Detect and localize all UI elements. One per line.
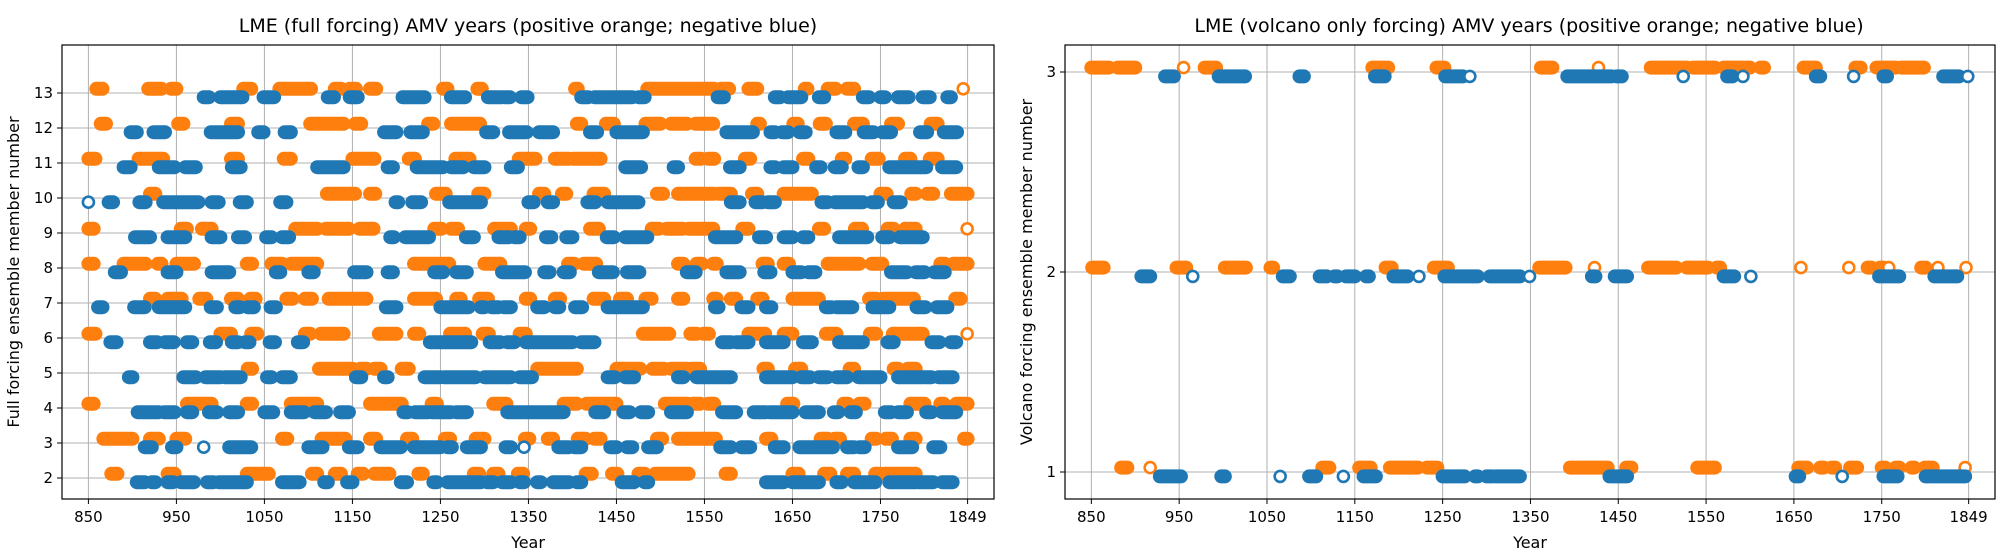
y-tick-label: 8 — [43, 259, 53, 277]
negative-amv-year-marker — [1522, 269, 1537, 284]
volcano-forcing-chart: LME (volcano only forcing) AMV years (po… — [1017, 15, 1996, 552]
positive-amv-year-marker — [1176, 60, 1191, 75]
negative-amv-year-marker — [196, 440, 211, 455]
y-tick-label: 1 — [1046, 463, 1056, 481]
x-tick-label: 1050 — [1248, 508, 1286, 526]
y-tick-label: 7 — [43, 294, 53, 312]
y-tick-label: 4 — [43, 399, 53, 417]
positive-amv-year-marker — [956, 82, 970, 96]
y-tick-label: 2 — [43, 469, 53, 487]
x-tick-label: 950 — [162, 508, 191, 526]
negative-amv-year-marker — [1463, 69, 1477, 84]
positive-amv-year-marker — [1794, 260, 1808, 275]
negative-amv-year-marker — [1676, 69, 1691, 84]
negative-amv-year-marker — [1846, 69, 1861, 84]
x-axis-label: Year — [510, 533, 545, 552]
chart-title: LME (full forcing) AMV years (positive o… — [239, 15, 817, 37]
x-tick-label: 1550 — [1687, 508, 1725, 526]
x-tick-label: 1250 — [1424, 508, 1462, 526]
negative-amv-year-marker — [517, 440, 531, 455]
negative-amv-year-marker — [1273, 469, 1287, 484]
x-tick-label: 1650 — [773, 508, 811, 526]
y-axis-label: Full forcing ensemble member number — [4, 116, 23, 428]
full-forcing-chart: LME (full forcing) AMV years (positive o… — [4, 15, 995, 552]
x-tick-label: 1350 — [509, 508, 547, 526]
positive-amv-year-marker — [960, 222, 974, 236]
x-tick-label: 1250 — [421, 508, 459, 526]
y-tick-label: 2 — [1046, 263, 1056, 281]
y-tick-label: 3 — [43, 434, 53, 452]
x-tick-label: 1450 — [597, 508, 635, 526]
x-tick-label: 1350 — [1511, 508, 1549, 526]
y-tick-label: 10 — [34, 189, 53, 207]
negative-amv-year-marker — [1744, 269, 1758, 284]
x-tick-label: 1650 — [1775, 508, 1813, 526]
x-tick-label: 1750 — [861, 508, 899, 526]
x-tick-label: 1150 — [1336, 508, 1374, 526]
y-tick-label: 12 — [34, 119, 53, 137]
data-marks — [81, 81, 975, 490]
positive-amv-year-marker — [1143, 460, 1157, 475]
y-tick-label: 9 — [43, 224, 53, 242]
positive-amv-year-marker — [1959, 260, 1973, 275]
x-tick-label: 1450 — [1599, 508, 1637, 526]
axis-ticks: 850 950 1050 1150 1250 1350 1450 1550 1650 1750 18… — [1046, 63, 1987, 526]
x-tick-label: 1750 — [1863, 508, 1901, 526]
negative-amv-year-marker — [1960, 69, 1975, 84]
y-tick-label: 11 — [34, 154, 53, 172]
x-tick-label: 1849 — [949, 508, 987, 526]
y-tick-label: 5 — [43, 364, 53, 382]
positive-amv-year-marker — [960, 326, 974, 341]
negative-amv-year-marker — [1185, 269, 1200, 284]
chart-title: LME (volcano only forcing) AMV years (po… — [1194, 15, 1863, 37]
y-tick-label: 13 — [34, 84, 53, 102]
negative-amv-year-marker — [1412, 269, 1426, 284]
data-marks — [1084, 60, 1975, 484]
x-tick-label: 1849 — [1950, 508, 1988, 526]
negative-amv-year-marker — [1336, 469, 1351, 484]
y-axis-label: Volcano forcing ensemble member number — [1017, 98, 1036, 445]
negative-amv-year-marker — [81, 195, 96, 209]
x-axis-label: Year — [1512, 533, 1547, 552]
x-tick-label: 850 — [1077, 508, 1106, 526]
axis-ticks: 850 950 1050 1150 1250 1350 1450 1550 1650 1750 18… — [34, 84, 987, 526]
x-tick-label: 1550 — [685, 508, 723, 526]
x-tick-label: 1050 — [245, 508, 283, 526]
x-tick-label: 1150 — [333, 508, 371, 526]
positive-amv-year-marker — [1841, 260, 1856, 275]
x-tick-label: 850 — [74, 508, 103, 526]
x-tick-label: 950 — [1165, 508, 1194, 526]
negative-amv-year-marker — [1736, 69, 1750, 84]
y-tick-label: 6 — [43, 329, 53, 347]
y-tick-label: 3 — [1046, 63, 1056, 81]
negative-amv-year-marker — [1835, 469, 1849, 484]
